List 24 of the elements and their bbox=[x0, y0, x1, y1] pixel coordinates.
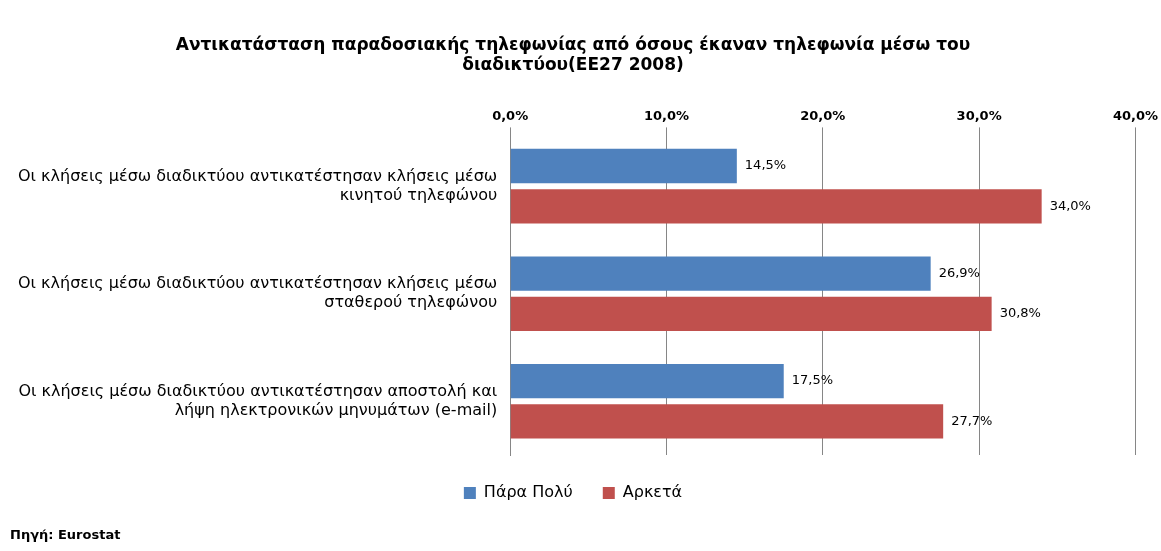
chart-title: Αντικατάσταση παραδοσιακής τηλεφωνίας από όσους έκαναν τηλεφωνία μέσω του διαδικτύου(ΕΕ27 2008) bbox=[175, 33, 971, 75]
x-tick-label: 20,0% bbox=[800, 107, 846, 123]
legend-label: Πάρα Πολύ bbox=[483, 482, 573, 502]
bar bbox=[510, 363, 784, 399]
data-label: 27,7% bbox=[951, 412, 993, 428]
data-label: 34,0% bbox=[1049, 197, 1091, 213]
bar bbox=[510, 256, 931, 291]
bar bbox=[510, 296, 992, 331]
data-label: 17,5% bbox=[791, 372, 834, 388]
data-label: 26,9% bbox=[938, 264, 980, 280]
data-label: 30,8% bbox=[999, 305, 1041, 321]
data-label: 14,5% bbox=[744, 157, 787, 173]
x-tick-label: 10,0% bbox=[643, 107, 690, 123]
legend-label: Αρκετά bbox=[622, 482, 683, 502]
bar bbox=[510, 404, 944, 439]
y-tick-label: Οι κλήσεις μέσω διαδικτύου αντικατέστησαν κλήσεις μέσω σταθερού τηλεφώνου bbox=[18, 273, 498, 312]
y-tick-label: Οι κλήσεις μέσω διαδικτύου αντικατέστησαν κλήσεις μέσω κινητού τηλεφώνου bbox=[18, 165, 498, 204]
x-tick-label: 40,0% bbox=[1112, 107, 1158, 123]
x-tick-label: 30,0% bbox=[956, 107, 1002, 123]
bar bbox=[510, 148, 737, 184]
y-tick-label: Οι κλήσεις μέσω διαδικτύου αντικατέστησαν αποστολή και λήψη ηλεκτρονικών μηνυμάτων (e-mail) bbox=[18, 380, 498, 419]
bar bbox=[510, 189, 1042, 224]
x-tick-label: 0,0% bbox=[492, 107, 529, 123]
text: Πηγή: Eurostat bbox=[10, 527, 121, 542]
